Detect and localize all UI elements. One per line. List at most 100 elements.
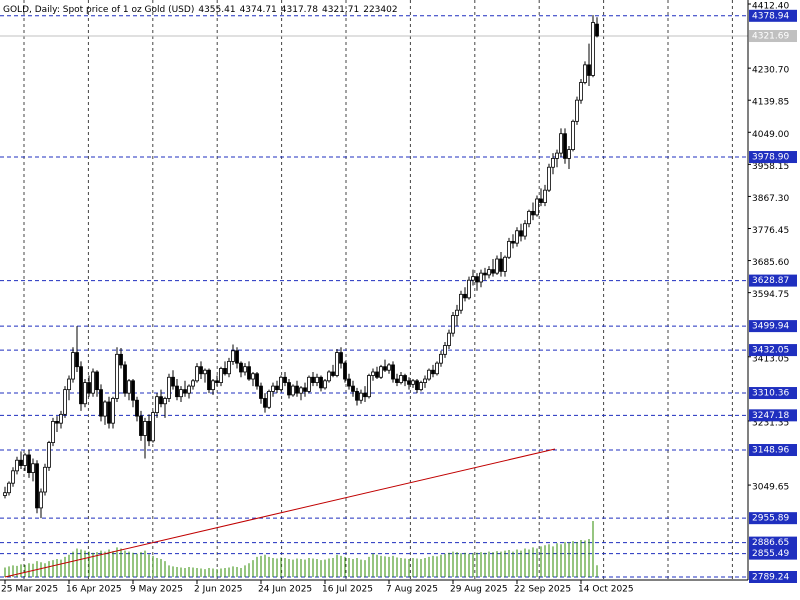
candle-body [195,366,199,382]
candle-body [123,364,127,394]
candle-body [139,415,143,436]
candle-body [279,376,283,391]
candle-body [427,369,431,380]
candle-body [559,133,563,154]
candle-body [95,371,99,391]
candle-body [375,371,379,378]
candle-body [7,482,11,494]
candle-body [411,380,415,385]
level-label-box [749,547,797,560]
candle-body [11,470,15,484]
candle-body [447,332,451,346]
candle-body [151,412,155,442]
candle-body [127,380,131,394]
candle-body [571,120,575,150]
level-label-box [749,536,797,549]
candle-body [399,375,403,383]
candle-body [183,389,187,394]
candle-body [179,389,183,398]
candles [3,15,599,519]
candle-body [395,378,399,383]
candle-body [499,258,503,272]
candle-body [531,210,535,216]
candle-body [379,366,383,378]
x-tick-label: 29 Aug 2025 [450,585,508,595]
candle-body [451,315,455,334]
candle-body [307,376,311,392]
candle-body [187,385,191,394]
chart-header: GOLD, Daily: Spot price of 1 oz Gold (US… [3,5,398,15]
ohlc-high: 4374.71 [240,5,277,15]
level-label: 3432.05 [752,346,789,356]
candle-body [339,352,343,364]
candle-body [163,398,167,405]
level-label-box [749,9,797,22]
candle-body [475,276,479,283]
y-tick-label: 3776.45 [752,226,789,236]
candle-body [79,366,83,405]
candle-body [119,353,123,366]
candle-body [71,352,75,380]
ohlc-low: 4317.78 [281,5,318,15]
candle-body [303,387,307,392]
price-axis: 4412.40 4230.70 4139.85 4049.00 3958.15 3867.… [748,2,797,583]
candle-body [311,376,315,383]
current-price-label: 4321.69 [752,32,789,42]
candle-body [259,385,263,399]
candle-body [191,380,195,387]
candle-body [431,369,435,375]
candle-body [255,373,259,387]
x-tick-label: 16 Jul 2025 [322,585,373,595]
candle-body [511,240,515,244]
chart-title: GOLD, Daily: Spot price of 1 oz Gold (US… [3,5,194,15]
y-tick-label: 4139.85 [752,98,789,108]
candle-body [515,230,519,244]
candle-body [487,269,491,276]
candle-body [583,64,587,83]
candle-body [503,256,507,272]
candle-body [591,22,595,76]
candle-body [223,368,227,375]
candle-body [171,376,175,387]
candle-body [367,375,371,398]
level-label-box [749,151,797,164]
level-label: 3247.18 [752,411,789,421]
y-tick-label: 3958.15 [752,162,789,172]
candle-body [199,366,203,375]
candle-body [39,491,43,509]
candle-body [595,23,599,37]
candle-body [579,82,583,101]
candle-body [239,362,243,373]
candle-body [287,382,291,396]
candle-body [83,382,87,405]
level-label-box [749,344,797,357]
candle-body [247,366,251,380]
y-tick-label: 4049.00 [752,130,789,140]
candle-body [103,401,107,417]
candle-body [167,376,171,399]
candle-body [507,240,511,258]
candle-body [63,389,67,415]
level-label: 3978.90 [752,153,789,163]
ohlc-open: 4355.41 [198,5,235,15]
candle-body [263,398,267,408]
level-label-box [749,409,797,422]
y-tick-label: 3413.05 [752,354,789,364]
level-label-box [749,512,797,525]
candle-body [87,382,91,394]
candle-body [131,380,135,401]
candle-body [335,352,339,376]
candle-body [535,198,539,216]
candle-body [295,385,299,394]
candle-body [115,353,119,399]
y-tick-label: 3685.60 [752,258,789,268]
y-tick-label: 3867.30 [752,194,789,204]
candle-body [463,293,467,299]
y-tick-label: 4230.70 [752,66,789,76]
x-tick-label: 25 Mar 2025 [1,585,58,595]
candle-body [415,380,419,391]
candle-body [107,401,111,424]
candle-body [35,463,39,509]
